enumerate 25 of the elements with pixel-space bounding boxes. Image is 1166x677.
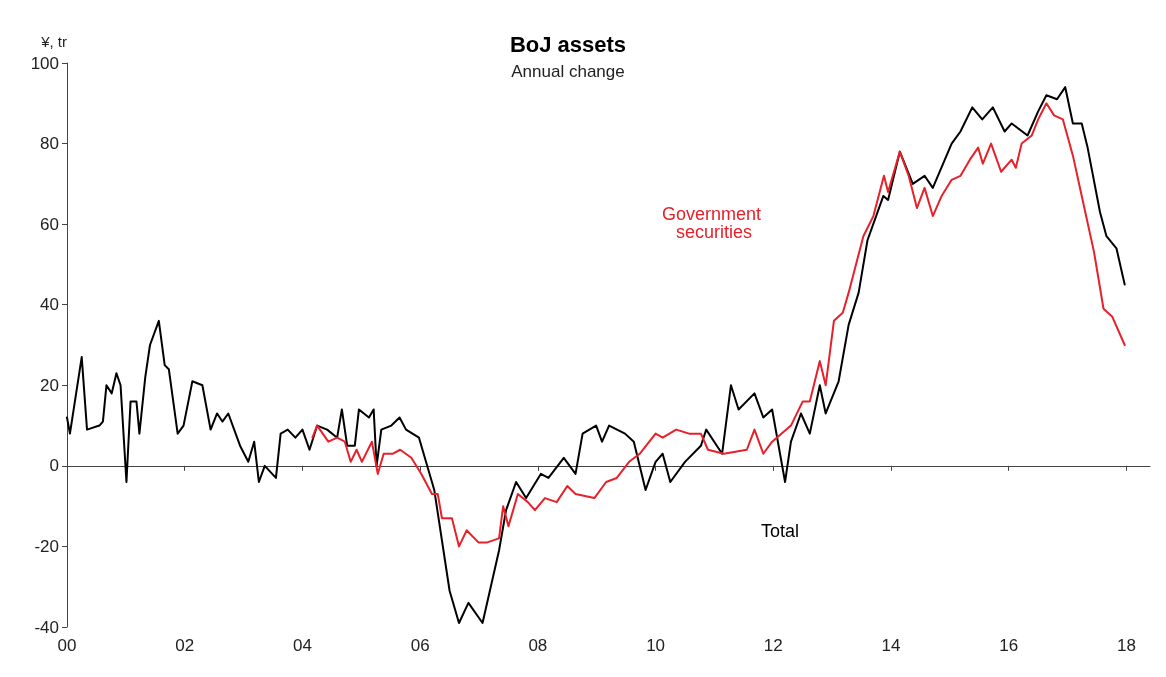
- annotation: Government securities: [661, 204, 767, 242]
- line-series: [66, 86, 1126, 624]
- line-series: [311, 102, 1126, 548]
- x-tick-label: 14: [881, 636, 901, 655]
- x-tick-label: 06: [410, 636, 430, 655]
- x-tick-label: 18: [1117, 636, 1136, 655]
- y-tick-label: 100: [30, 53, 59, 73]
- x-tick-label: 10: [646, 636, 666, 655]
- x-tick-label: 16: [999, 636, 1019, 655]
- y-tick-label: 60: [40, 214, 59, 234]
- y-tick-label: 80: [40, 134, 59, 154]
- x-tick-label: 08: [528, 636, 548, 655]
- x-tick-label: 02: [175, 636, 195, 655]
- y-tick-label: -20: [34, 536, 59, 556]
- y-tick-label: -40: [34, 617, 59, 637]
- chart-subtitle: Annual change: [511, 62, 625, 81]
- x-tick-label: 12: [763, 636, 783, 655]
- y-tick-label: 20: [40, 375, 59, 395]
- x-tick-label: 00: [57, 636, 77, 655]
- annotation: Total: [760, 521, 800, 541]
- x-tick-label: 04: [292, 636, 312, 655]
- chart-title: BoJ assets: [509, 31, 627, 57]
- y-tick-label: 40: [40, 295, 59, 315]
- y-axis-title: ¥, tr: [40, 33, 67, 50]
- y-tick-label: 0: [49, 456, 59, 476]
